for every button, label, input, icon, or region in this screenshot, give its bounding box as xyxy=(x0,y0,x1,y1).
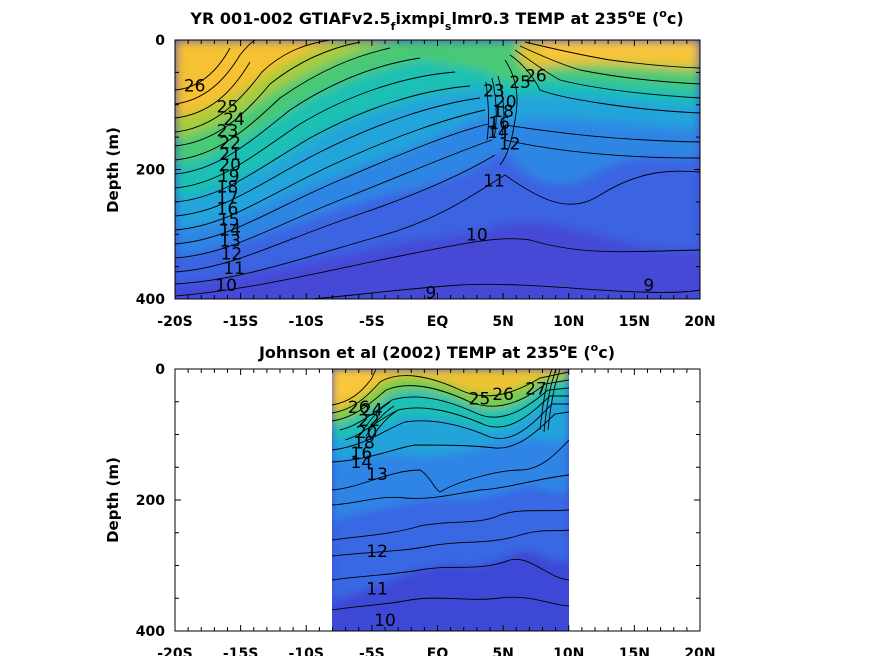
x-tick-label: 10N xyxy=(553,314,584,330)
contour-label: 24 xyxy=(223,110,245,130)
x-tick-label: -10S xyxy=(289,314,324,330)
contour-label: 18 xyxy=(353,433,375,453)
contour-label: 26 xyxy=(492,385,514,405)
contour-label: 25 xyxy=(509,73,531,93)
panel-1-x-axis: -20S -15S -10S -5S EQ 5N 10N 15N 20N xyxy=(157,40,716,330)
contour-label: 15 xyxy=(218,210,240,230)
panel-2-y-axis: 0 200 400 xyxy=(136,362,700,640)
x-tick-label: 5N xyxy=(492,314,513,330)
x-tick-label: 20N xyxy=(684,314,715,330)
x-tick-label: 5N xyxy=(492,646,513,656)
panel-2-contours xyxy=(332,369,569,611)
y-tick-label: 200 xyxy=(136,493,165,509)
contour-label: 10 xyxy=(374,611,396,631)
panel-observations: Johnson et al (2002) TEMP at 235oE (oc) xyxy=(104,341,716,656)
contour-label: 16 xyxy=(217,199,239,219)
contour-label: 24 xyxy=(361,401,383,421)
contour-label: 11 xyxy=(483,172,505,192)
x-tick-label: 15N xyxy=(619,314,650,330)
y-tick-label: 400 xyxy=(136,292,165,308)
contour-label: 18 xyxy=(492,102,514,122)
panel-1-ylabel: Depth (m) xyxy=(104,127,122,213)
contour-label: 9 xyxy=(643,276,654,296)
panel-1-y-axis: 0 200 400 xyxy=(136,33,700,308)
contour-label: 25 xyxy=(469,389,491,409)
x-tick-label: 15N xyxy=(619,646,650,656)
contour-label: 23 xyxy=(217,122,239,142)
contour-label: 11 xyxy=(366,579,388,599)
contour-label: 20 xyxy=(356,423,378,443)
contour-label: 9 xyxy=(426,284,437,304)
contour-label: 18 xyxy=(217,177,239,197)
contour-label: 26 xyxy=(184,76,206,96)
contour-label: 22 xyxy=(219,133,241,153)
x-tick-label: 20N xyxy=(684,646,715,656)
panel-2-title: Johnson et al (2002) TEMP at 235oE (oc) xyxy=(258,341,615,362)
x-tick-label: -20S xyxy=(157,314,192,330)
contour-label: 10 xyxy=(466,225,488,245)
y-tick-label: 400 xyxy=(136,624,165,640)
panel-1-title: YR 001-002 GTIAFv2.5fixmpislmr0.3 TEMP a… xyxy=(189,7,683,33)
contour-label: 21 xyxy=(219,145,241,165)
y-tick-label: 200 xyxy=(136,163,165,179)
contour-label: 14 xyxy=(351,453,373,473)
x-tick-label: EQ xyxy=(427,646,449,656)
contour-label: 23 xyxy=(483,82,505,102)
contour-label: 25 xyxy=(217,98,239,118)
contour-label: 22 xyxy=(358,411,380,431)
contour-label: 26 xyxy=(348,398,370,418)
y-tick-label: 0 xyxy=(155,33,165,49)
contour-label: 14 xyxy=(487,123,509,143)
contour-label: 11 xyxy=(223,259,245,279)
contour-label: 12 xyxy=(366,542,388,562)
panel-2-ylabel: Depth (m) xyxy=(104,457,122,543)
panel-2-x-axis: -20S -15S -10S -5S EQ 5N 10N 15N 20N xyxy=(157,369,716,656)
contour-label: 20 xyxy=(495,93,517,113)
contour-label: 12 xyxy=(499,135,521,155)
contour-label: 19 xyxy=(218,167,240,187)
x-tick-label: 10N xyxy=(553,646,584,656)
x-tick-label: -20S xyxy=(157,646,192,656)
contour-label: 16 xyxy=(351,444,373,464)
x-tick-label: -10S xyxy=(289,646,324,656)
contour-label: 27 xyxy=(525,380,547,400)
x-tick-label: -5S xyxy=(359,314,385,330)
contour-label: 14 xyxy=(219,221,241,241)
panel-1-contours xyxy=(175,40,700,299)
contour-label: 13 xyxy=(366,465,388,485)
x-tick-label: -15S xyxy=(223,646,258,656)
contour-label: 26 xyxy=(525,67,547,87)
contour-label: 12 xyxy=(221,245,243,265)
contour-label: 16 xyxy=(488,114,510,134)
x-tick-label: -15S xyxy=(223,314,258,330)
panel-model: YR 001-002 GTIAFv2.5fixmpislmr0.3 TEMP a… xyxy=(104,7,716,330)
contour-label: 13 xyxy=(219,232,241,252)
contour-label: 10 xyxy=(215,276,237,296)
contour-label: 20 xyxy=(219,155,241,175)
y-tick-label: 0 xyxy=(155,362,165,378)
x-tick-label: -5S xyxy=(359,646,385,656)
x-tick-label: EQ xyxy=(427,314,449,330)
contour-label: 17 xyxy=(217,188,239,208)
